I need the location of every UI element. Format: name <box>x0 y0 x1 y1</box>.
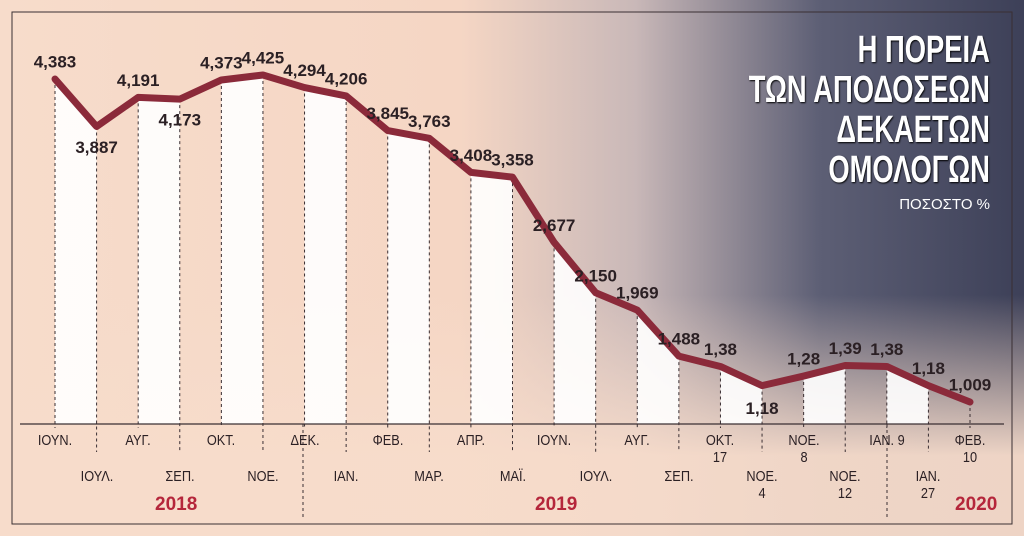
x-tick-label: ΟΚΤ. 17 <box>706 432 735 466</box>
value-label: 4,425 <box>242 48 285 67</box>
x-tick-label: ΜΑΡ. <box>414 468 445 485</box>
value-label: 1,009 <box>949 375 992 394</box>
x-tick-label: ΙΑΝ. <box>333 468 359 485</box>
x-tick-label: ΑΥΓ. <box>125 432 151 449</box>
x-tick-label: ΑΠΡ. <box>456 432 485 449</box>
x-tick-label: ΔΕΚ. <box>289 432 320 449</box>
stripe <box>637 310 679 424</box>
stripe <box>470 172 513 424</box>
value-label: 3,763 <box>408 112 451 131</box>
value-label: 1,38 <box>870 340 903 359</box>
value-label: 1,18 <box>745 399 778 418</box>
x-tick-label: ΙΟΥΛ. <box>579 468 613 485</box>
value-label: 1,39 <box>829 339 862 358</box>
x-tick-label: ΦΕΒ. <box>372 432 404 449</box>
x-tick-label: ΙΑΝ. 27 <box>916 468 941 502</box>
x-tick-label: ΟΚΤ. <box>207 432 236 449</box>
value-label: 3,408 <box>450 146 493 165</box>
value-label: 3,358 <box>491 151 534 170</box>
stripe <box>554 242 596 424</box>
title-line: Η ΠΟΡΕΙΑ <box>857 29 990 71</box>
stripe <box>55 79 97 424</box>
x-tick-label: ΝΟΕ. 12 <box>829 468 861 502</box>
value-label: 3,887 <box>75 138 118 157</box>
value-label: 4,173 <box>158 111 201 130</box>
value-label: 4,373 <box>200 53 243 72</box>
value-label: 4,191 <box>117 71 160 90</box>
value-label: 4,294 <box>283 61 326 80</box>
value-label: 2,677 <box>533 216 576 235</box>
line <box>51 71 974 406</box>
x-tick-label: ΝΟΕ. 4 <box>746 468 778 502</box>
value-label: 1,969 <box>616 284 659 303</box>
title-block: Η ΠΟΡΕΙΑ ΤΩΝ ΑΠΟΔΟΣΕΩΝ ΔΕΚΑΕΤΩΝ ΟΜΟΛΟΓΩΝ ΠΟΣ… <box>655 30 990 213</box>
stripe <box>221 75 263 424</box>
stripe <box>304 87 347 425</box>
x-tick-label: ΑΥΓ. <box>624 432 650 449</box>
year-label: 2018 <box>155 494 198 515</box>
x-tick-label: ΙΟΥΛ. <box>80 468 113 485</box>
subtitle: ΠΟΣΟΣΤΟ % <box>899 196 990 213</box>
title-line: ΤΩΝ ΑΠΟΔΟΣΕΩΝ <box>748 69 990 111</box>
value-label: 1,18 <box>912 359 945 378</box>
stripe <box>803 365 846 424</box>
value-label: 1,28 <box>787 350 820 369</box>
x-tick-label: ΙΟΥΝ. <box>536 432 572 449</box>
value-label: 1,488 <box>658 330 701 349</box>
title-line: ΔΕΚΑΕΤΩΝ <box>836 109 990 151</box>
title-line: ΟΜΟΛΟΓΩΝ <box>828 149 990 191</box>
stripe <box>138 97 180 425</box>
x-tick-label: ΦΕΒ. 10 <box>954 432 986 466</box>
x-tick-label: ΣΕΠ. <box>664 468 694 485</box>
year-label: 2019 <box>535 494 578 515</box>
stripe <box>387 130 430 425</box>
x-tick-label: ΙΑΝ. 9 <box>869 432 905 449</box>
x-tick-label: ΣΕΠ. <box>165 468 195 485</box>
x-tick-label: ΜΑΪ. <box>499 468 526 485</box>
x-tick-label: ΙΟΥΝ. <box>37 432 73 449</box>
value-label: 4,206 <box>325 69 368 88</box>
value-label: 4,383 <box>34 53 77 72</box>
value-label: 1,38 <box>704 340 737 359</box>
x-tick-label: ΝΟΕ. <box>247 468 279 485</box>
frame <box>11 11 1013 525</box>
value-label: 3,845 <box>366 104 409 123</box>
year-label: 2020 <box>955 494 998 515</box>
x-tick-label: ΝΟΕ. 8 <box>788 432 820 466</box>
value-label: 2,150 <box>574 266 617 285</box>
